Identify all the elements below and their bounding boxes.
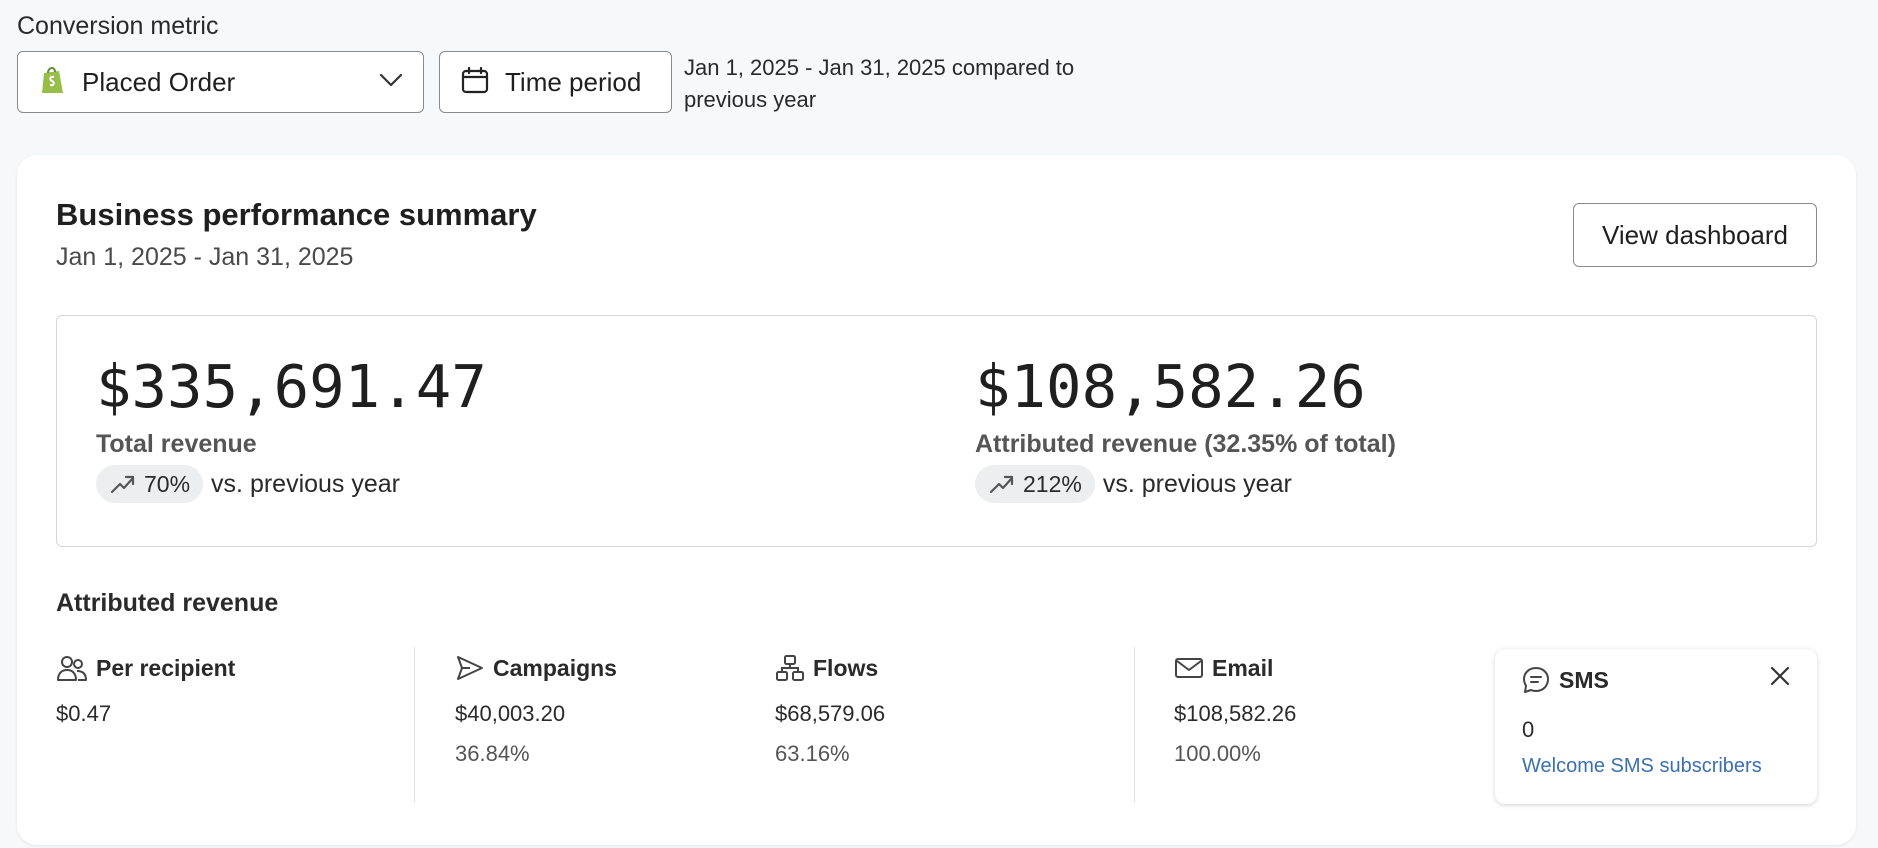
email-percent: 100.00% (1174, 741, 1261, 766)
attributed-revenue-change: 212% (1023, 470, 1082, 497)
conversion-metric-label: Conversion metric (17, 12, 219, 40)
attributed-revenue-label: Attributed revenue (32.35% of total) (975, 430, 1396, 458)
email-column: Email $108,582.26 100.00% (1174, 647, 1296, 797)
total-revenue-value: $335,691.47 (96, 352, 487, 421)
shopify-icon (40, 65, 66, 100)
column-divider (414, 647, 415, 802)
email-label: Email (1212, 654, 1274, 681)
sms-label: SMS (1559, 666, 1609, 693)
users-icon (57, 656, 87, 681)
attributed-revenue-vs: vs. previous year (1102, 469, 1292, 498)
date-range-comparison: Jan 1, 2025 - Jan 31, 2025 compared to p… (684, 55, 1075, 112)
conversion-metric-value: Placed Order (82, 66, 236, 97)
total-revenue-change-badge: 70% (96, 465, 204, 503)
conversion-metric-select[interactable]: Placed Order (17, 51, 424, 113)
trend-up-icon (110, 475, 135, 494)
kpi-box: $335,691.47 Total revenue 70% vs. previo… (56, 315, 1817, 547)
per-recipient-label: Per recipient (96, 654, 236, 681)
flows-column: Flows $68,579.06 63.16% (775, 647, 885, 797)
attributed-revenue-change-badge: 212% (975, 465, 1095, 503)
total-revenue-trend: 70% vs. previous year (96, 465, 487, 503)
total-revenue-vs: vs. previous year (211, 469, 401, 498)
flows-label: Flows (813, 654, 879, 681)
send-icon (457, 656, 483, 680)
chevron-down-icon (379, 73, 403, 92)
total-revenue-kpi: $335,691.47 Total revenue 70% vs. previo… (96, 352, 487, 503)
total-revenue-label: Total revenue (96, 430, 257, 458)
attributed-revenue-trend: 212% vs. previous year (975, 465, 1396, 503)
total-revenue-change: 70% (144, 470, 191, 497)
attributed-revenue-value: $108,582.26 (975, 352, 1366, 421)
per-recipient-value: $0.47 (56, 701, 112, 726)
sms-value: 0 (1522, 717, 1535, 742)
business-performance-card: Business performance summary Jan 1, 2025… (17, 155, 1856, 845)
campaigns-column: Campaigns $40,003.20 36.84% (455, 647, 617, 797)
flow-icon (776, 655, 804, 681)
email-value: $108,582.26 (1174, 701, 1297, 726)
column-divider (1134, 647, 1135, 802)
card-date-range: Jan 1, 2025 - Jan 31, 2025 (56, 243, 354, 271)
time-period-label: Time period (505, 66, 642, 97)
close-icon[interactable] (1769, 665, 1791, 692)
attributed-revenue-heading: Attributed revenue (56, 589, 279, 617)
flows-percent: 63.16% (775, 741, 850, 766)
attributed-revenue-kpi: $108,582.26 Attributed revenue (32.35% o… (975, 352, 1396, 503)
view-dashboard-button[interactable]: View dashboard (1573, 203, 1817, 267)
calendar-icon (461, 66, 489, 99)
welcome-sms-subscribers-link[interactable]: Welcome SMS subscribers (1522, 755, 1762, 777)
campaigns-percent: 36.84% (455, 741, 530, 766)
trend-up-icon (989, 475, 1014, 494)
sms-card: SMS 0 Welcome SMS subscribers (1495, 649, 1817, 804)
message-icon (1523, 667, 1549, 693)
campaigns-value: $40,003.20 (455, 701, 566, 726)
per-recipient-column: Per recipient $0.47 (56, 647, 235, 797)
campaigns-label: Campaigns (493, 654, 617, 681)
mail-icon (1175, 658, 1203, 678)
flows-value: $68,579.06 (775, 701, 886, 726)
card-title: Business performance summary (56, 197, 537, 232)
time-period-button[interactable]: Time period (439, 51, 672, 113)
